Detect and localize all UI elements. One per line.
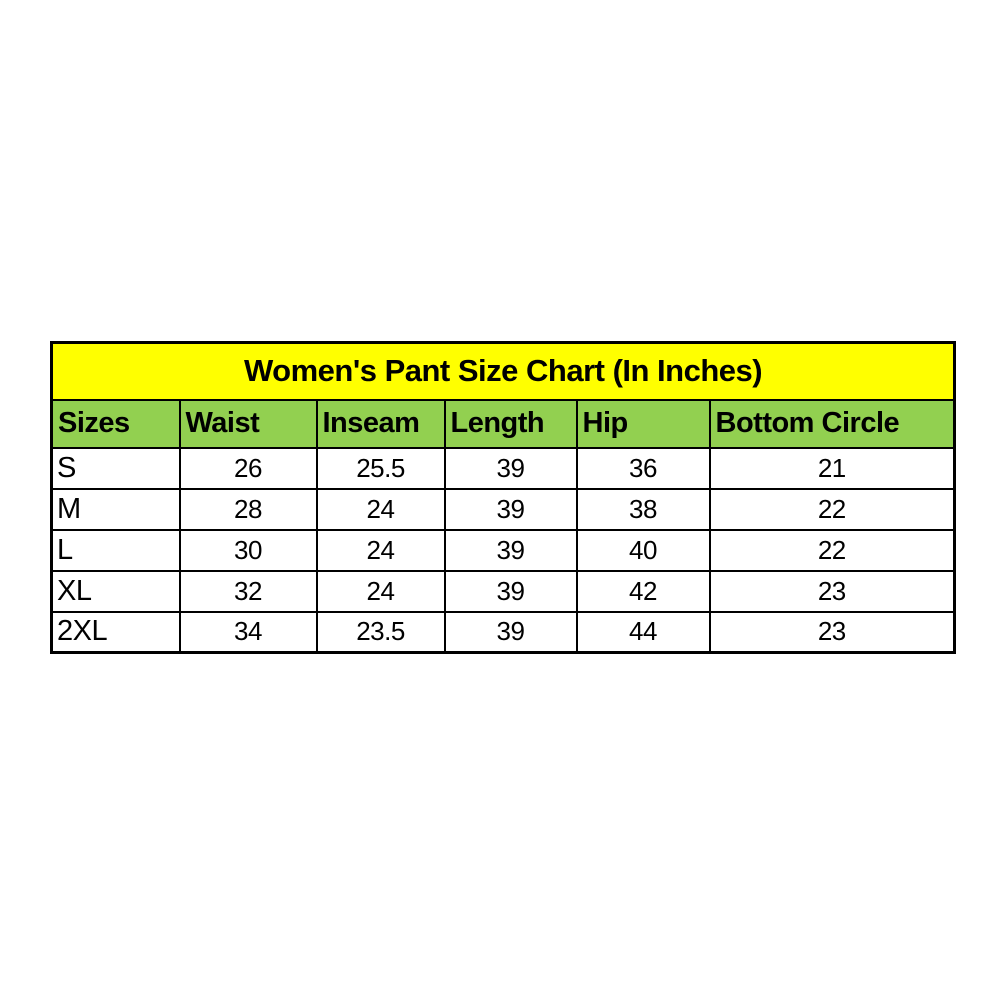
inseam-value: 24 [315,487,446,531]
length-value: 39 [443,610,578,654]
column-header-waist: Waist [178,398,318,449]
length-value: 39 [443,487,578,531]
table-title: Women's Pant Size Chart (In Inches) [50,341,956,401]
length-value: 39 [443,446,578,490]
hip-value: 40 [575,528,711,572]
size-chart-table: Women's Pant Size Chart (In Inches) Size… [50,341,957,654]
column-header-bottom-circle: Bottom Circle [708,398,956,449]
bottom-circle-value: 23 [708,569,956,613]
column-header-length: Length [443,398,578,449]
size-label: 2XL [50,610,181,654]
hip-value: 36 [575,446,711,490]
hip-value: 44 [575,610,711,654]
inseam-value: 23.5 [315,610,446,654]
waist-value: 26 [178,446,318,490]
size-label: XL [50,569,181,613]
waist-value: 28 [178,487,318,531]
column-header-hip: Hip [575,398,711,449]
table-row-2xl: 2XL 34 23.5 39 44 23 [50,610,956,654]
bottom-circle-value: 21 [708,446,956,490]
size-label: M [50,487,181,531]
hip-value: 42 [575,569,711,613]
inseam-value: 25.5 [315,446,446,490]
bottom-circle-value: 22 [708,528,956,572]
table-header-row: Sizes Waist Inseam Length Hip Bottom Cir… [50,398,956,449]
column-header-inseam: Inseam [315,398,446,449]
table-row-xl: XL 32 24 39 42 23 [50,569,956,613]
length-value: 39 [443,528,578,572]
hip-value: 38 [575,487,711,531]
size-label: L [50,528,181,572]
waist-value: 30 [178,528,318,572]
bottom-circle-value: 23 [708,610,956,654]
table-title-row: Women's Pant Size Chart (In Inches) [50,341,956,401]
size-label: S [50,446,181,490]
inseam-value: 24 [315,528,446,572]
bottom-circle-value: 22 [708,487,956,531]
table-row-l: L 30 24 39 40 22 [50,528,956,572]
table-row-m: M 28 24 39 38 22 [50,487,956,531]
table-row-s: S 26 25.5 39 36 21 [50,446,956,490]
waist-value: 32 [178,569,318,613]
column-header-sizes: Sizes [50,398,181,449]
inseam-value: 24 [315,569,446,613]
waist-value: 34 [178,610,318,654]
length-value: 39 [443,569,578,613]
